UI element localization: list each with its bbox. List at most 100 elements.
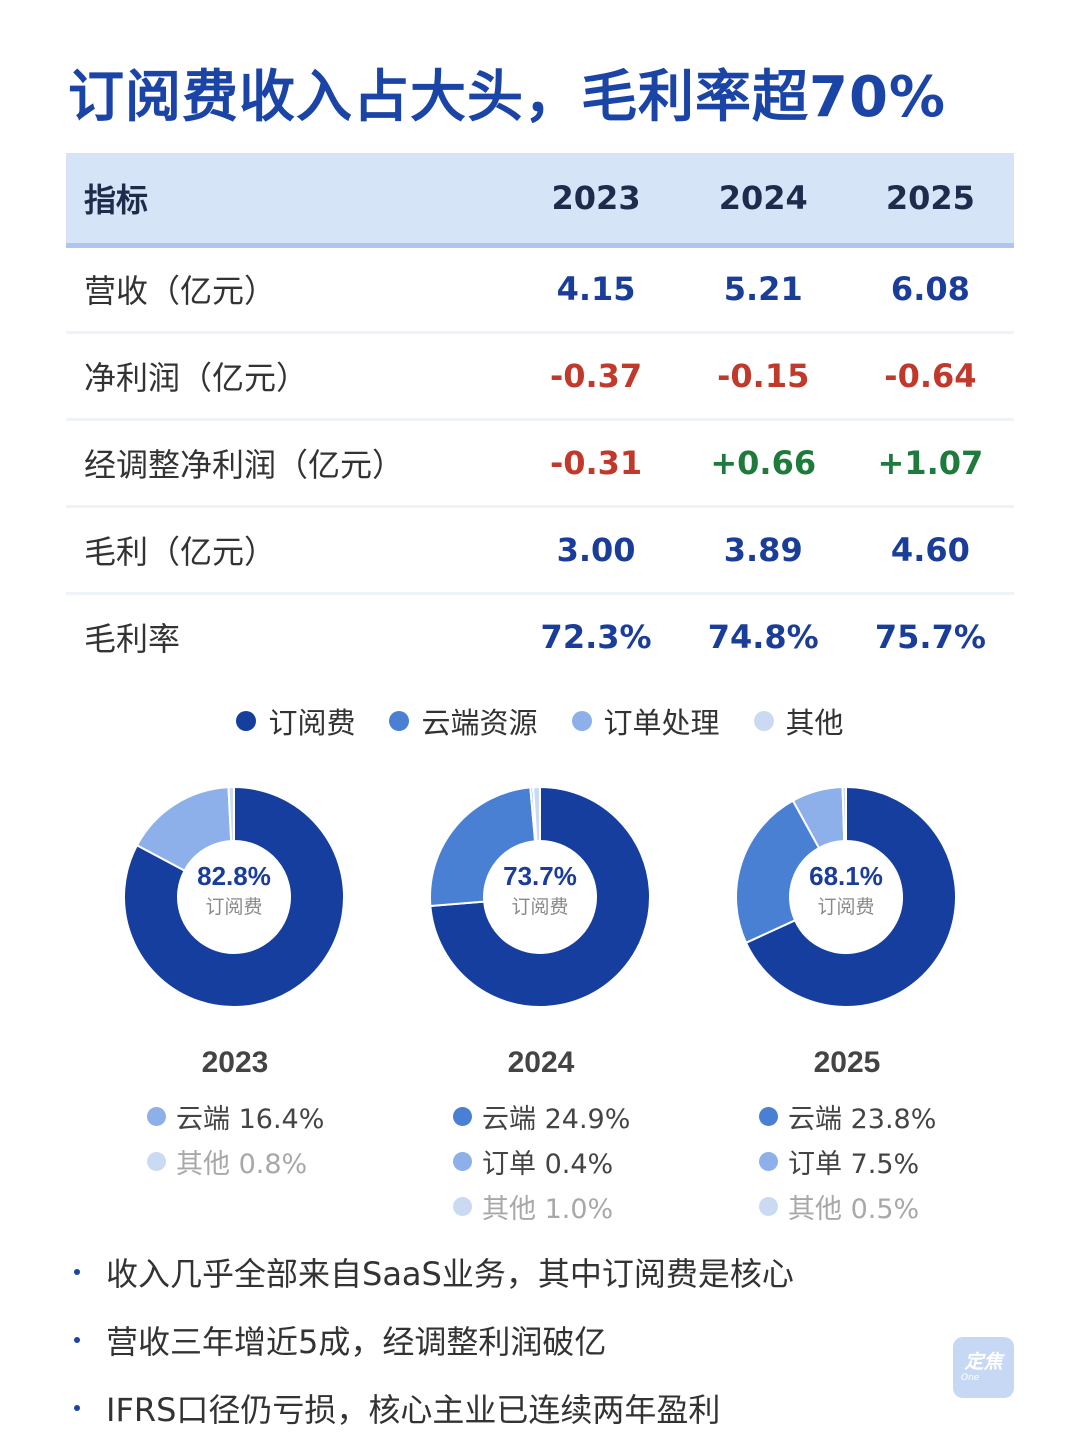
pie-detail-item: 云端 16.4% xyxy=(147,1094,365,1139)
row-value: 4.15 xyxy=(512,245,680,334)
header-year: 2024 xyxy=(679,153,847,248)
pie-breakdown: 2023 云端 16.4% 其他 0.8% xyxy=(105,1040,365,1184)
page-title: 订阅费收入占大头，毛利率超70% xyxy=(68,65,947,130)
detail-text: 订单 0.4% xyxy=(482,1149,614,1180)
detail-text: 订单 7.5% xyxy=(788,1149,920,1180)
legend-label: 云端资源 xyxy=(421,706,538,740)
row-label: 毛利（亿元） xyxy=(66,506,513,595)
legend-label: 其他 xyxy=(785,706,844,740)
detail-text: 云端 23.8% xyxy=(788,1104,937,1135)
donut-slice xyxy=(123,785,345,1008)
financial-table: 指标 2023 2024 2025 营收（亿元） 4.15 5.21 6.08 净利润（… xyxy=(66,153,1014,680)
legend-item: 云端资源 xyxy=(389,700,538,742)
detail-swatch xyxy=(759,1197,778,1216)
donut-center-value: 82.8% xyxy=(197,861,271,891)
pie-detail-item: 订单 0.4% xyxy=(453,1139,671,1184)
brand-logo-sub: One xyxy=(961,1372,980,1383)
pie-detail-list: 云端 16.4% 其他 0.8% xyxy=(105,1094,365,1184)
row-value: 4.60 xyxy=(846,506,1014,595)
table-row: 净利润（亿元） -0.37 -0.15 -0.64 xyxy=(66,332,1014,421)
donut-center-value: 73.7% xyxy=(503,861,577,891)
legend-label: 订单处理 xyxy=(603,706,720,740)
pie-year-label: 2025 xyxy=(813,1046,881,1079)
chart-legend: 订阅费 云端资源 订单处理 其他 xyxy=(0,700,1080,742)
detail-swatch xyxy=(453,1107,472,1126)
donut-slice xyxy=(735,799,821,945)
donut-center-label: 订阅费 xyxy=(205,896,262,918)
table-row: 毛利（亿元） 3.00 3.89 4.60 xyxy=(66,506,1014,595)
detail-text: 云端 24.9% xyxy=(482,1104,631,1135)
donut-slice xyxy=(429,785,651,1008)
brand-logo: 定焦 One xyxy=(953,1337,1014,1398)
pie-detail-item: 其他 0.8% xyxy=(147,1139,365,1184)
detail-swatch xyxy=(759,1107,778,1126)
detail-text: 云端 16.4% xyxy=(176,1104,325,1135)
detail-swatch xyxy=(453,1197,472,1216)
donut-slice xyxy=(744,785,957,1008)
pie-detail-item: 云端 23.8% xyxy=(759,1094,977,1139)
bullet-dot xyxy=(74,1269,80,1275)
legend-swatch xyxy=(571,711,592,731)
row-value: -0.37 xyxy=(512,332,680,421)
legend-item: 其他 xyxy=(753,700,844,742)
legend-swatch xyxy=(236,711,257,731)
donut-center-label: 订阅费 xyxy=(511,896,568,918)
table-row: 经调整净利润（亿元） -0.31 +0.66 +1.07 xyxy=(66,419,1014,508)
row-label: 毛利率 xyxy=(84,620,181,659)
row-value: 3.00 xyxy=(512,506,680,595)
header-label: 指标 xyxy=(66,153,513,248)
detail-swatch xyxy=(147,1107,166,1126)
row-value: +1.07 xyxy=(846,419,1014,508)
row-value: -0.31 xyxy=(512,419,680,508)
pie-detail-item: 其他 0.5% xyxy=(759,1184,977,1229)
bullet-text: 营收三年增近5成，经调整利润破亿 xyxy=(106,1323,607,1361)
donut-slice xyxy=(429,786,537,908)
detail-text: 其他 0.8% xyxy=(176,1149,308,1180)
row-value: 6.08 xyxy=(846,245,1014,334)
detail-swatch xyxy=(759,1152,778,1171)
pie-detail-item: 其他 1.0% xyxy=(453,1184,671,1229)
bullet-text: IFRS口径仍亏损，核心主业已连续两年盈利 xyxy=(106,1391,721,1429)
detail-swatch xyxy=(147,1152,166,1171)
detail-text: 其他 0.5% xyxy=(788,1194,920,1225)
donut-center-value: 68.1% xyxy=(809,861,883,891)
row-value: -0.15 xyxy=(679,332,847,421)
brand-logo-main: 定焦 xyxy=(964,1350,1003,1373)
donut-center-label: 订阅费 xyxy=(817,896,874,918)
legend-label: 订阅费 xyxy=(268,706,356,740)
row-value: 5.21 xyxy=(679,245,847,334)
bullet-dot xyxy=(74,1337,80,1343)
summary-bullets: 收入几乎全部来自SaaS业务，其中订阅费是核心 营收三年增近5成，经调整利润破亿 I… xyxy=(74,1238,794,1440)
row-value: 72.3% xyxy=(540,618,652,657)
pie-year-label: 2023 xyxy=(201,1046,269,1079)
legend-swatch xyxy=(753,711,774,731)
bullet-dot xyxy=(74,1405,80,1411)
donut-slice xyxy=(227,785,235,843)
detail-text: 其他 1.0% xyxy=(482,1194,614,1225)
table-header-row: 指标 2023 2024 2025 xyxy=(66,153,1014,248)
bullet-item: 收入几乎全部来自SaaS业务，其中订阅费是核心 xyxy=(74,1238,794,1306)
row-value: 3.89 xyxy=(679,506,847,595)
pie-detail-list: 云端 23.8% 订单 7.5% 其他 0.5% xyxy=(717,1094,977,1229)
pie-year-label: 2024 xyxy=(507,1046,575,1079)
row-label: 经调整净利润（亿元） xyxy=(66,419,513,508)
pie-breakdown: 2024 云端 24.9% 订单 0.4% 其他 1.0% xyxy=(411,1040,671,1229)
bullet-item: IFRS口径仍亏损，核心主业已连续两年盈利 xyxy=(74,1374,794,1440)
bullet-text: 收入几乎全部来自SaaS业务，其中订阅费是核心 xyxy=(106,1255,794,1293)
pie-detail-item: 订单 7.5% xyxy=(759,1139,977,1184)
row-label: 净利润（亿元） xyxy=(66,332,513,421)
table-row: 毛利率 72.3% 74.8% 75.7% xyxy=(66,593,1014,680)
donut-slice xyxy=(532,785,541,843)
row-value: +0.66 xyxy=(679,419,847,508)
pie-detail-item: 云端 24.9% xyxy=(453,1094,671,1139)
pie-detail-list: 云端 24.9% 订单 0.4% 其他 1.0% xyxy=(411,1094,671,1229)
detail-swatch xyxy=(453,1152,472,1171)
legend-item: 订阅费 xyxy=(236,700,355,742)
header-year: 2023 xyxy=(512,153,680,248)
donut-charts: 82.8% 订阅费 73.7% 订阅费 68.1% 订阅费 xyxy=(123,785,957,1008)
donut-slice xyxy=(841,785,847,843)
row-value: -0.64 xyxy=(846,332,1014,421)
legend-item: 订单处理 xyxy=(571,700,720,742)
row-value: 75.7% xyxy=(874,618,986,657)
pie-breakdown: 2025 云端 23.8% 订单 7.5% 其他 0.5% xyxy=(717,1040,977,1229)
